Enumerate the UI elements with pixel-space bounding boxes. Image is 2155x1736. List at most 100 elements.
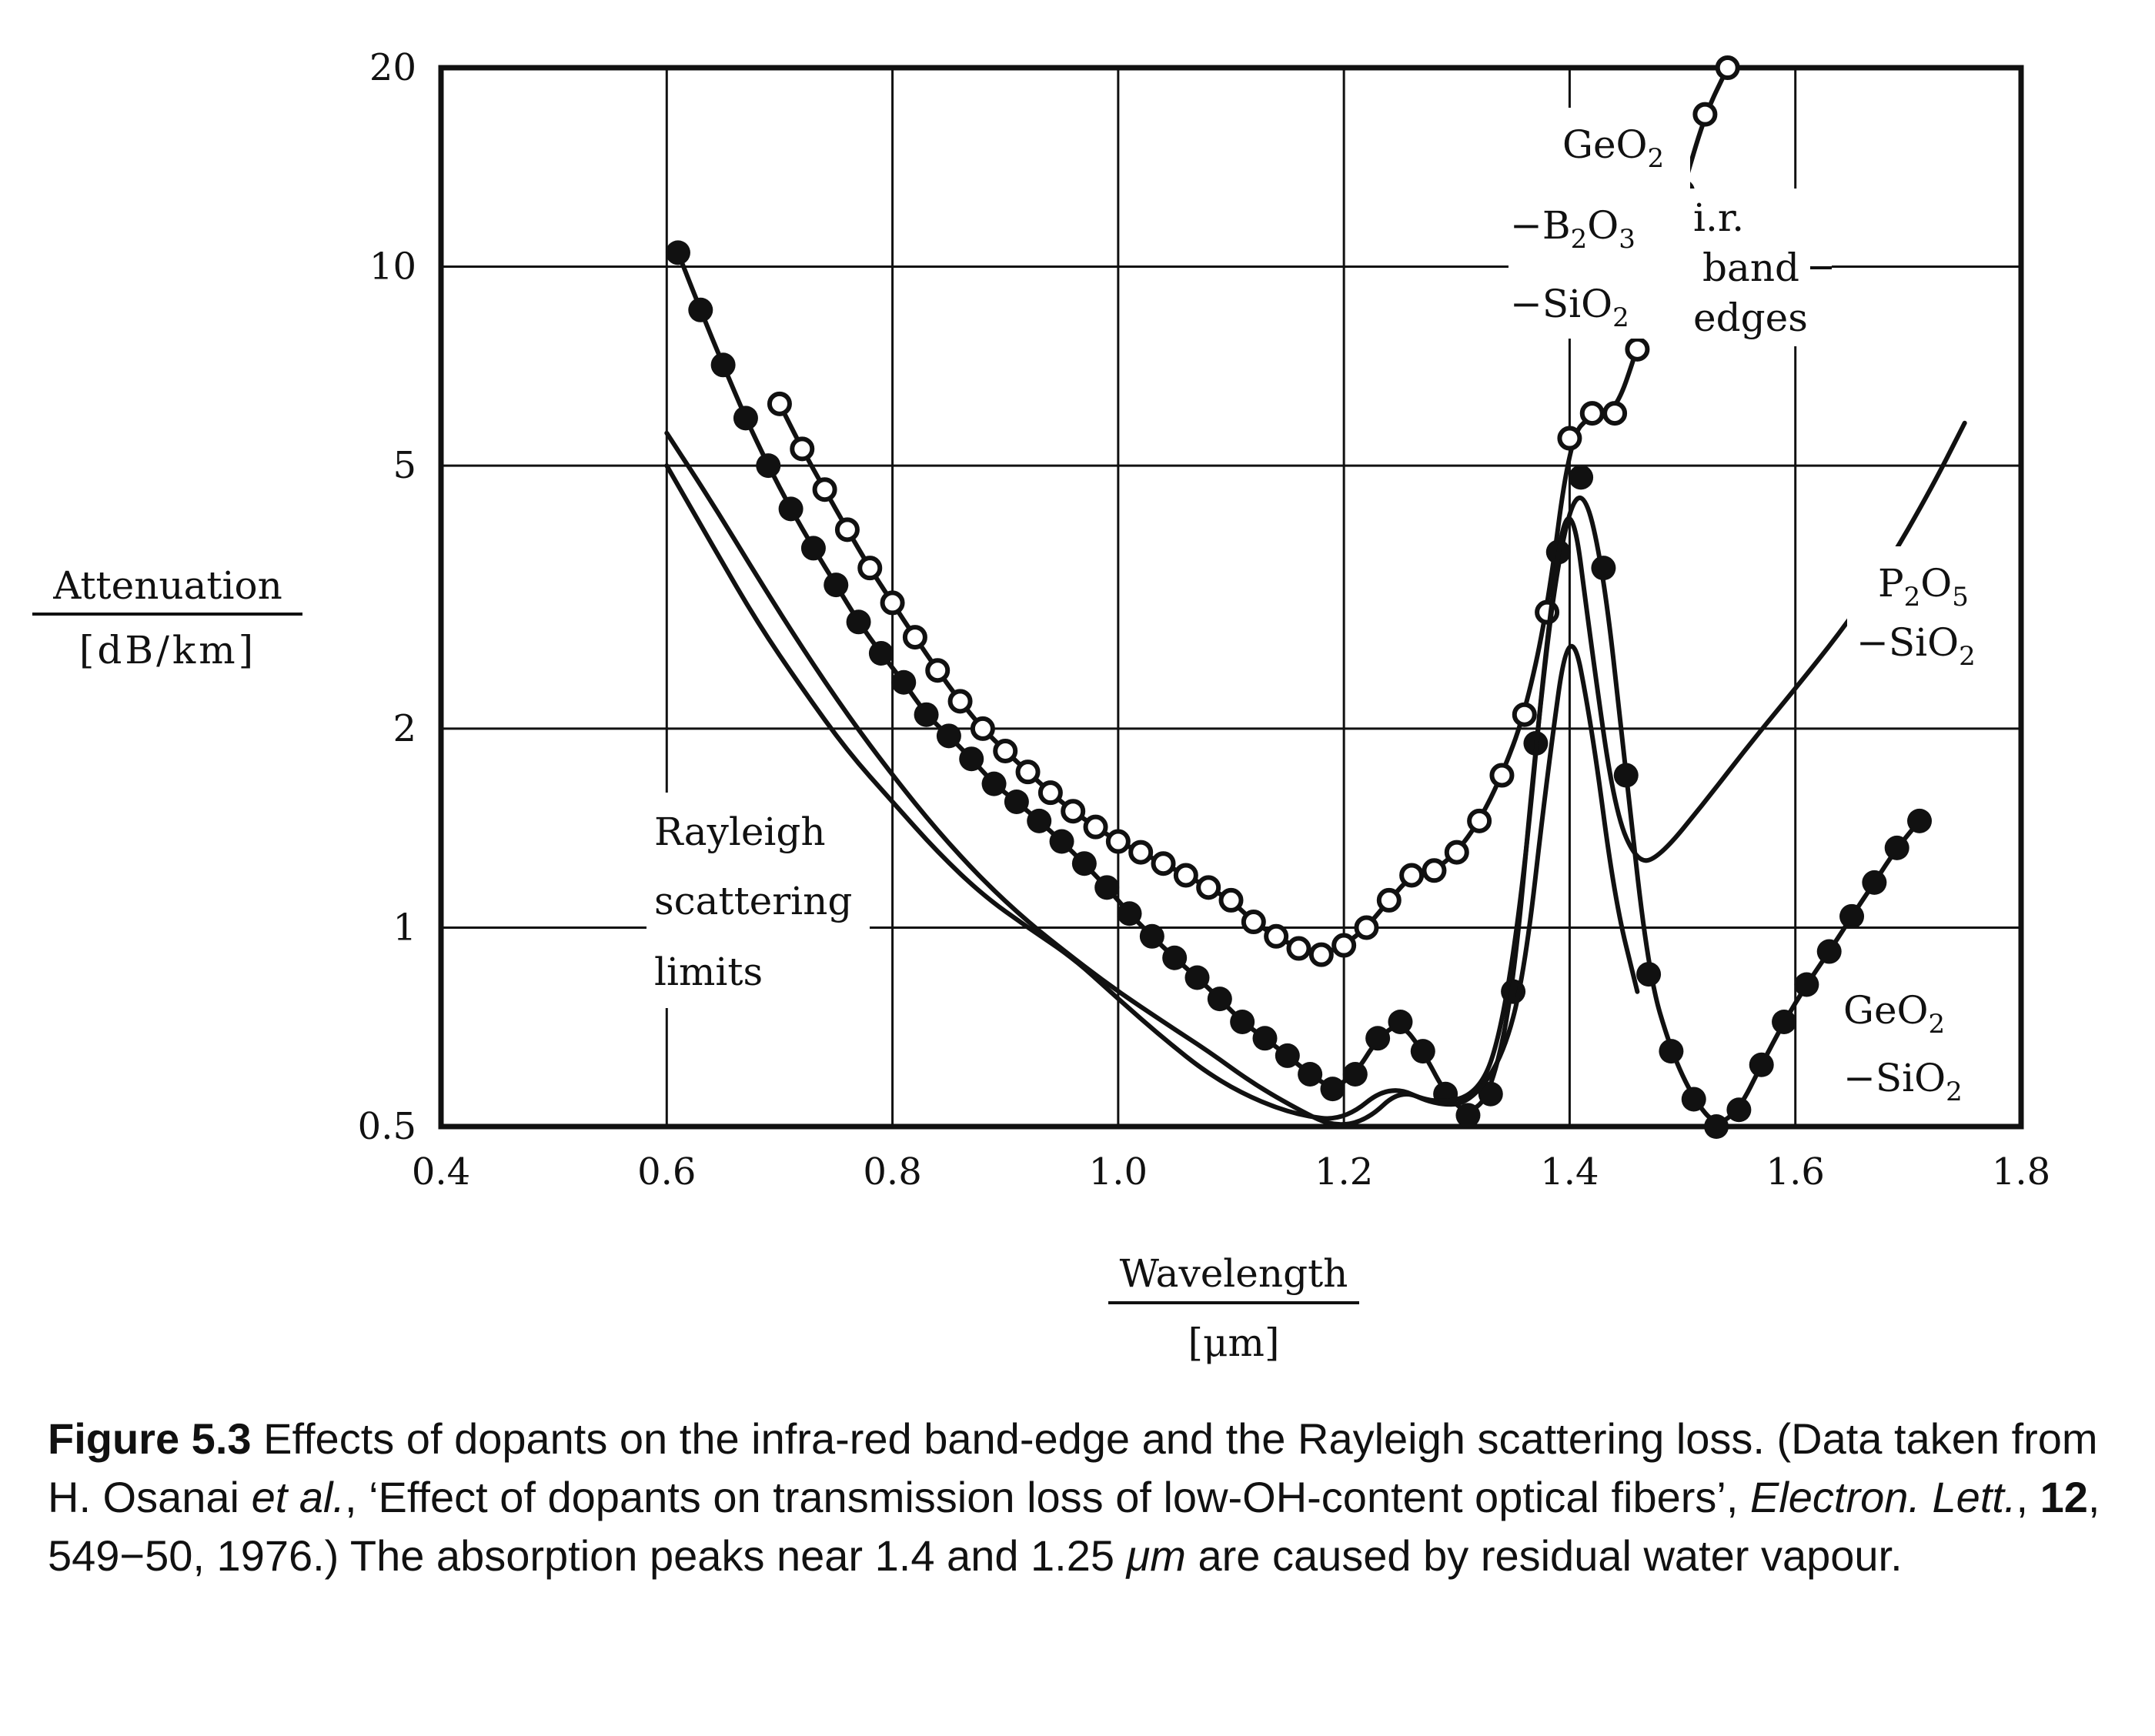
- data-point: [1772, 1009, 1797, 1034]
- x-tick-label: 1.0: [1089, 1150, 1148, 1194]
- data-point: [1004, 789, 1029, 814]
- data-point: [767, 391, 792, 416]
- data-point: [1579, 401, 1605, 426]
- data-point: [1512, 702, 1537, 727]
- data-point: [1444, 840, 1469, 865]
- data-point: [1569, 465, 1594, 490]
- data-point: [1862, 870, 1887, 895]
- data-point: [834, 517, 860, 542]
- data-point: [947, 689, 973, 714]
- svg-text:limits: limits: [654, 950, 763, 994]
- data-point: [1749, 1052, 1774, 1077]
- data-point: [1794, 972, 1819, 997]
- caption-text-4: , 549−50, 1976.) The absorption peaks ne…: [48, 1473, 2100, 1580]
- caption-journal: Electron. Lett.: [1749, 1473, 2016, 1521]
- data-point: [1128, 840, 1154, 865]
- svg-text:band: band: [1702, 245, 1799, 290]
- data-point: [1151, 851, 1176, 876]
- y-tick-label: 5: [393, 444, 416, 487]
- svg-text:P2O5: P2O5: [1878, 561, 1969, 613]
- data-point: [1117, 901, 1142, 926]
- series-line: [664, 430, 1640, 1127]
- data-point: [665, 240, 690, 265]
- data-point: [1410, 1039, 1435, 1064]
- data-point: [1015, 760, 1041, 785]
- data-point: [1489, 763, 1515, 788]
- data-point: [1071, 851, 1097, 876]
- svg-text:−B2O3: −B2O3: [1510, 203, 1635, 255]
- data-point: [846, 609, 871, 635]
- data-point: [1342, 1061, 1368, 1087]
- data-point: [1196, 875, 1221, 900]
- data-point: [1173, 863, 1198, 888]
- y-tick-label: 20: [369, 46, 416, 89]
- data-point: [1264, 923, 1289, 949]
- x-tick-label: 0.8: [863, 1150, 921, 1194]
- x-tick-label: 0.6: [637, 1150, 696, 1194]
- y-tick-label: 10: [369, 245, 416, 289]
- plot-frame: [438, 65, 2024, 1130]
- data-point: [1230, 1009, 1255, 1034]
- data-point: [1252, 1026, 1278, 1051]
- svg-text:−SiO2: −SiO2: [1510, 282, 1629, 333]
- data-point: [1625, 336, 1650, 362]
- data-point: [1613, 763, 1639, 788]
- data-point: [1602, 401, 1628, 426]
- data-point: [1139, 923, 1164, 949]
- data-point: [1049, 829, 1074, 854]
- data-point: [857, 556, 883, 581]
- caption-volume: 12: [2040, 1473, 2088, 1521]
- data-point: [1331, 933, 1357, 958]
- y-tick-label: 0.5: [358, 1105, 416, 1148]
- data-point: [1094, 875, 1120, 900]
- data-point: [959, 746, 984, 772]
- data-point: [1636, 962, 1662, 987]
- data-point: [1027, 808, 1052, 833]
- data-point: [1692, 102, 1718, 127]
- data-point: [1037, 780, 1063, 806]
- data-point: [1816, 939, 1842, 964]
- svg-text:−SiO2: −SiO2: [1856, 620, 1976, 672]
- x-tick-label: 1.2: [1315, 1150, 1373, 1194]
- data-point: [1275, 1043, 1300, 1068]
- data-point: [1557, 426, 1582, 451]
- data-point: [1184, 965, 1210, 990]
- series-line: [664, 420, 1967, 1121]
- annotation-geo2-sio2: GeO2 −SiO2: [1836, 977, 1990, 1116]
- data-point: [1241, 910, 1266, 935]
- data-point: [970, 716, 995, 741]
- y-tick-label: 1: [393, 906, 416, 949]
- data-point: [756, 453, 781, 479]
- x-axis-title: Wavelength: [1120, 1251, 1348, 1296]
- x-tick-label: 1.6: [1766, 1150, 1825, 1194]
- svg-text:Rayleigh: Rayleigh: [654, 810, 826, 854]
- data-point: [993, 738, 1018, 763]
- data-point: [800, 536, 826, 561]
- data-point: [1478, 1081, 1503, 1107]
- data-point: [1365, 1026, 1391, 1051]
- caption-text-3: ,: [2016, 1473, 2040, 1521]
- data-point: [710, 352, 736, 378]
- data-point: [1388, 1009, 1413, 1034]
- data-point: [1308, 942, 1334, 967]
- annotation-p2o5-sio2: P2O5 −SiO2: [1847, 546, 1978, 672]
- caption-label: Figure 5.3: [48, 1414, 252, 1463]
- caption-text-1: Effects of dopants on the infra-red band…: [48, 1414, 2098, 1521]
- series-0: [767, 55, 1740, 967]
- data-point: [1320, 1077, 1345, 1102]
- svg-text:scattering: scattering: [654, 879, 852, 923]
- data-point: [733, 406, 758, 431]
- annotation-ir-band-edges: i.r. band edges: [1689, 189, 1832, 346]
- data-point: [1376, 887, 1402, 913]
- x-axis-unit: [μm]: [1188, 1320, 1280, 1365]
- x-tick-label: 1.4: [1540, 1150, 1599, 1194]
- figure-caption: Figure 5.3 Effects of dopants on the inf…: [48, 1410, 2118, 1585]
- data-point: [1839, 903, 1865, 929]
- data-point: [1907, 808, 1933, 833]
- data-point: [812, 477, 837, 502]
- x-tick-labels: 0.4 0.6 0.8 1.0 1.2 1.4 1.6 1.8: [412, 1150, 2050, 1194]
- series-3: [664, 430, 1640, 1127]
- data-point: [1354, 915, 1379, 940]
- data-point: [936, 723, 961, 749]
- data-point: [1083, 814, 1108, 840]
